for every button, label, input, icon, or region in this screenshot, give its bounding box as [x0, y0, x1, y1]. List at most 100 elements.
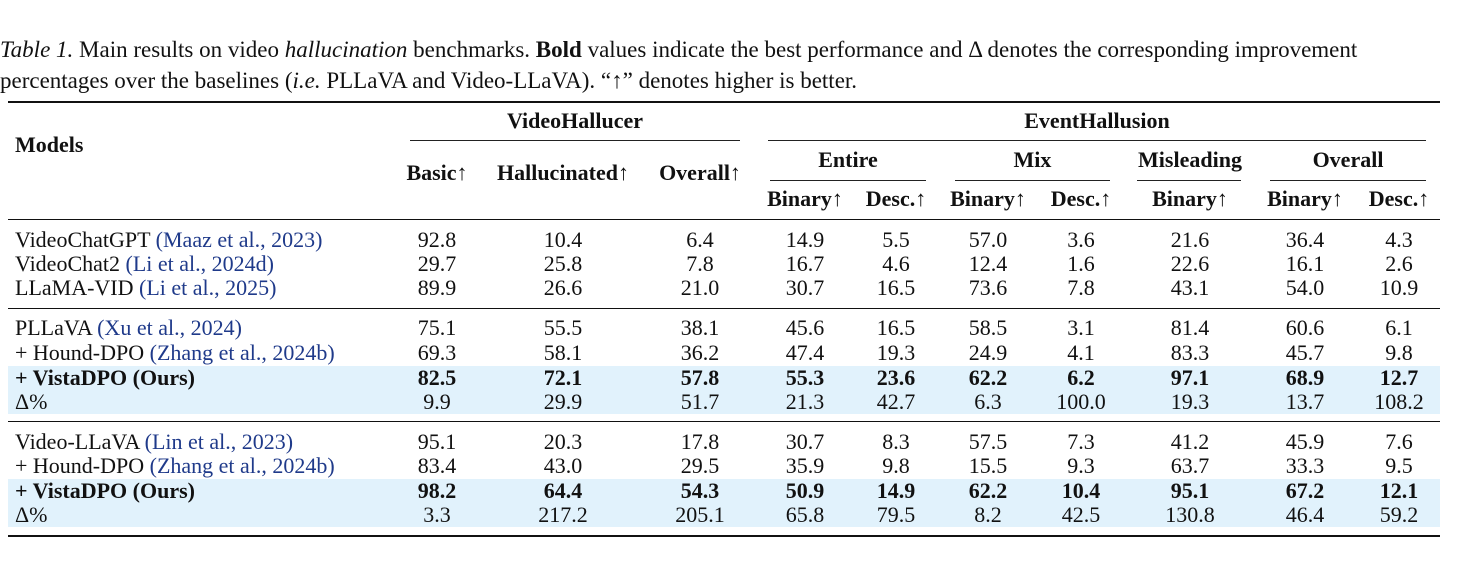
- cell-mix-desc: 7.3: [1067, 429, 1095, 454]
- highlight-band-pllava: [8, 366, 1440, 390]
- table-row: Δ% 3.3 217.2 205.1 65.8 79.5 8.2 42.5 13…: [0, 503, 1478, 527]
- cell-overall: 17.8: [680, 429, 720, 454]
- cmidrule-videohallucer: [410, 140, 740, 142]
- header-overall-desc: Desc.↑: [1368, 186, 1430, 211]
- model-name: + VistaDPO (Ours): [15, 478, 195, 503]
- table-row: + Hound-DPO (Zhang et al., 2024b) 83.4 4…: [0, 454, 1478, 478]
- caption-italic-2: i.e.: [292, 68, 321, 93]
- model-name: + Hound-DPO (Zhang et al., 2024b): [15, 454, 335, 478]
- cell-basic: 98.2: [417, 478, 457, 503]
- caption-text-4: PLLaVA and Video-LLaVA). “↑” denotes hig…: [320, 68, 858, 93]
- citation-link[interactable]: (Xu et al., 2024): [97, 315, 242, 340]
- cell-mix-desc: 9.3: [1067, 453, 1095, 478]
- cell-overall-binary: 67.2: [1285, 478, 1325, 503]
- cell-mix-binary: 73.6: [968, 275, 1008, 300]
- model-name: PLLaVA (Xu et al., 2024): [15, 316, 242, 340]
- model-name: Δ%: [15, 389, 48, 414]
- header-eventhallusion: EventHallusion: [1024, 108, 1170, 133]
- cell-overall: 29.5: [680, 453, 720, 478]
- highlight-band-videollava-delta: [8, 503, 1440, 527]
- header-models: Models: [15, 132, 84, 157]
- cell-entire-binary: 21.3: [785, 389, 825, 414]
- caption-label: Table 1.: [0, 37, 74, 62]
- table-caption: Table 1. Main results on video hallucina…: [0, 34, 1470, 96]
- header-mix-desc: Desc.↑: [1050, 186, 1112, 211]
- model-name: VideoChat2 (Li et al., 2024d): [15, 252, 274, 276]
- cell-misleading-binary: 63.7: [1170, 453, 1210, 478]
- cell-basic: 3.3: [423, 502, 451, 527]
- citation-link[interactable]: (Lin et al., 2023): [144, 429, 294, 454]
- caption-text-1: Main results on video: [73, 37, 285, 62]
- cell-overall-desc: 12.1: [1379, 478, 1419, 503]
- cell-misleading-binary: 130.8: [1165, 502, 1215, 527]
- header-mix-binary: Binary↑: [950, 186, 1026, 211]
- table-row: LLaMA-VID (Li et al., 2025) 89.9 26.6 21…: [0, 276, 1478, 300]
- citation-link[interactable]: (Zhang et al., 2024b): [149, 340, 335, 365]
- cell-mix-desc: 6.2: [1067, 365, 1095, 390]
- highlight-band-videollava: [8, 479, 1440, 503]
- table-row: Video-LLaVA (Lin et al., 2023) 95.1 20.3…: [0, 430, 1478, 454]
- model-label: VideoChat2: [15, 251, 120, 276]
- cell-hallucinated: 10.4: [543, 227, 583, 252]
- cell-basic: 89.9: [417, 275, 457, 300]
- cmidrule-eventhallusion: [768, 140, 1426, 142]
- header-misleading: Misleading: [1138, 147, 1242, 172]
- top-rule: [8, 101, 1440, 103]
- header-entire-desc: Desc.↑: [865, 186, 927, 211]
- cmidrule-overall: [1270, 180, 1426, 182]
- cell-overall-desc: 108.2: [1374, 389, 1424, 414]
- cell-entire-binary: 14.9: [785, 227, 825, 252]
- group-rule-2: [8, 421, 1440, 423]
- cmidrule-mix: [955, 180, 1110, 182]
- cell-hallucinated: 25.8: [543, 251, 583, 276]
- model-label: Video-LLaVA: [15, 429, 140, 454]
- model-name: Δ%: [15, 502, 48, 527]
- cell-misleading-binary: 43.1: [1170, 275, 1210, 300]
- caption-text-2: benchmarks.: [407, 37, 536, 62]
- cell-misleading-binary: 83.3: [1170, 340, 1210, 365]
- table-row: + VistaDPO (Ours) 98.2 64.4 54.3 50.9 14…: [0, 479, 1478, 503]
- cell-basic: 75.1: [417, 315, 457, 340]
- cell-mix-binary: 62.2: [968, 365, 1008, 390]
- cell-entire-desc: 16.5: [876, 315, 916, 340]
- cell-mix-desc: 10.4: [1061, 478, 1101, 503]
- model-name: Video-LLaVA (Lin et al., 2023): [15, 430, 293, 454]
- cell-hallucinated: 64.4: [543, 478, 583, 503]
- cell-mix-binary: 58.5: [968, 315, 1008, 340]
- cell-misleading-binary: 81.4: [1170, 315, 1210, 340]
- citation-link[interactable]: (Li et al., 2025): [139, 275, 277, 300]
- cell-mix-desc: 7.8: [1067, 275, 1095, 300]
- caption-text-3: values indicate the best performance and…: [0, 37, 1358, 93]
- cell-mix-binary: 6.3: [974, 389, 1002, 414]
- citation-link[interactable]: (Li et al., 2024d): [125, 251, 274, 276]
- cell-basic: 95.1: [417, 429, 457, 454]
- cell-basic: 29.7: [417, 251, 457, 276]
- cell-hallucinated: 72.1: [543, 365, 583, 390]
- header-mix: Mix: [1013, 147, 1052, 172]
- header-misleading-binary: Binary↑: [1152, 186, 1228, 211]
- highlight-band-pllava-delta: [8, 390, 1440, 414]
- cell-overall-binary: 45.9: [1285, 429, 1325, 454]
- cell-entire-binary: 35.9: [785, 453, 825, 478]
- citation-link[interactable]: (Zhang et al., 2024b): [149, 453, 335, 478]
- cell-entire-binary: 30.7: [785, 429, 825, 454]
- citation-link[interactable]: (Maaz et al., 2023): [155, 227, 323, 252]
- cell-overall-binary: 13.7: [1285, 389, 1325, 414]
- cell-entire-binary: 47.4: [785, 340, 825, 365]
- cell-entire-desc: 19.3: [876, 340, 916, 365]
- cell-overall-binary: 16.1: [1285, 251, 1325, 276]
- cell-basic: 69.3: [417, 340, 457, 365]
- cell-entire-binary: 55.3: [785, 365, 825, 390]
- table-row: Δ% 9.9 29.9 51.7 21.3 42.7 6.3 100.0 19.…: [0, 390, 1478, 414]
- cell-overall: 54.3: [680, 478, 720, 503]
- cell-misleading-binary: 21.6: [1170, 227, 1210, 252]
- cell-overall: 51.7: [680, 389, 720, 414]
- group-rule-1: [8, 308, 1440, 310]
- cell-mix-binary: 12.4: [968, 251, 1008, 276]
- model-name: + VistaDPO (Ours): [15, 365, 195, 390]
- model-name: LLaMA-VID (Li et al., 2025): [15, 276, 277, 300]
- table-row: PLLaVA (Xu et al., 2024) 75.1 55.5 38.1 …: [0, 316, 1478, 340]
- cell-mix-binary: 57.0: [968, 227, 1008, 252]
- cell-entire-desc: 16.5: [876, 275, 916, 300]
- cell-entire-desc: 14.9: [876, 478, 916, 503]
